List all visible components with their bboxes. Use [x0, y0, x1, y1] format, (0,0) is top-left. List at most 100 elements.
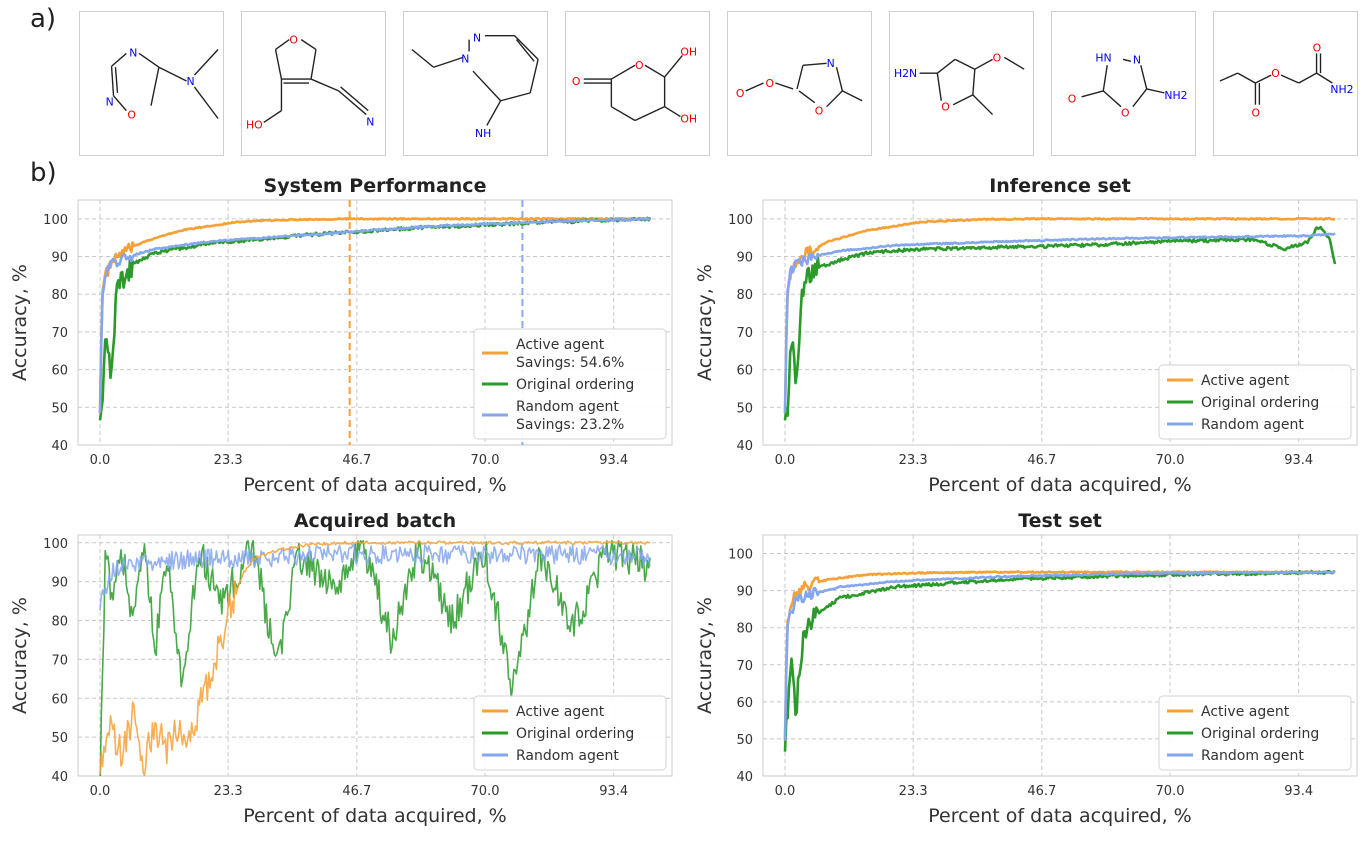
test-set-legend: [1158, 695, 1352, 771]
molecule-8-atom-4: NH2: [1330, 83, 1353, 96]
chart-test-set: 40 50 60 70 80 90 100 0.0 23.3 46.7 70.0 93.4 Test s…: [685, 500, 1370, 844]
system-performance-ytick-label: 60: [51, 364, 68, 379]
acquired-batch-legend-label: Active agent: [516, 704, 605, 720]
acquired-batch-legend-label: Random agent: [516, 748, 619, 764]
system-performance-title: System Performance: [264, 175, 487, 197]
molecule-4-atom-2: O: [572, 75, 581, 88]
chart-acquired-batch: 40 50 60 70 80 90 100 0.0 23.3 46.7 70.0 93.4 Acquir…: [0, 500, 685, 844]
molecule-1-atom-4: N: [187, 75, 195, 88]
molecule-8-atom-2: O: [1271, 67, 1280, 80]
system-performance-xtick-label: 23.3: [214, 453, 243, 468]
test-set-title: Test set: [1018, 510, 1102, 532]
molecule-7-atom-3: O: [1121, 107, 1130, 120]
inference-set-ytick-label: 90: [736, 251, 753, 266]
test-set-legend-label: Random agent: [1201, 748, 1304, 764]
panel-label-b: b): [30, 158, 57, 188]
inference-set-ytick-label: 100: [728, 213, 753, 228]
inference-set-legend: [1158, 364, 1352, 440]
inference-set-ytick-label: 40: [736, 439, 753, 454]
acquired-batch-ytick-label: 90: [51, 576, 68, 591]
inference-set-legend-label: Random agent: [1201, 417, 1304, 433]
test-set-ytick-label: 60: [736, 696, 753, 711]
inference-set-xtick-label: 70.0: [1156, 453, 1185, 468]
inference-set-legend-label: Active agent: [1201, 373, 1290, 389]
acquired-batch-series-original-ordering: [99, 540, 651, 776]
molecule-8: O O O NH2: [1213, 11, 1358, 156]
system-performance-legend-label: Original ordering: [516, 377, 634, 393]
inference-set-series-active-agent: [783, 216, 1336, 413]
acquired-batch-series-random-agent: [99, 544, 651, 611]
system-performance-legend-savings: Savings: 23.2%: [516, 417, 624, 433]
molecule-3-atom-2: N: [473, 32, 481, 45]
test-set-xtick-label: 70.0: [1156, 784, 1185, 799]
molecule-4-atom-4: OH: [680, 112, 697, 125]
test-set-ytick-label: 70: [736, 659, 753, 674]
test-set-legend-label: Original ordering: [1201, 726, 1319, 742]
molecule-6-atom-1: H2N: [894, 67, 917, 80]
system-performance-ytick-label: 40: [51, 439, 68, 454]
molecule-7-atom-5: NH2: [1164, 89, 1187, 102]
acquired-batch-series-active-agent: [99, 540, 651, 776]
molecule-8-atom-3: O: [1313, 41, 1322, 54]
molecule-4-atom-1: O: [635, 59, 644, 72]
molecule-5-atom-2: O: [765, 77, 774, 90]
test-set-xtick-label: 93.4: [1284, 784, 1313, 799]
system-performance-xtick-label: 0.0: [90, 453, 111, 468]
test-set-xtick-label: 23.3: [899, 784, 928, 799]
acquired-batch-ytick-label: 100: [43, 537, 68, 552]
test-set-series-group: [783, 569, 1336, 752]
test-set-xlabel: Percent of data acquired, %: [928, 805, 1191, 827]
inference-set-title: Inference set: [989, 175, 1131, 197]
inference-set-xtick-label: 46.7: [1027, 453, 1056, 468]
molecule-1-atom-1: N: [129, 46, 137, 59]
test-set-ytick-label: 40: [736, 770, 753, 785]
molecule-3: N N NH: [403, 11, 548, 156]
acquired-batch-ytick-label: 80: [51, 615, 68, 630]
test-set-ytick-label: 90: [736, 585, 753, 600]
molecule-6-atom-2: O: [941, 101, 950, 114]
system-performance-ytick-label: 50: [51, 401, 68, 416]
molecule-3-atom-3: NH: [475, 127, 491, 140]
test-set-xtick-label: 0.0: [775, 784, 796, 799]
molecule-7-atom-4: O: [1068, 93, 1077, 106]
system-performance-ytick-label: 70: [51, 326, 68, 341]
test-set-legend-label: Active agent: [1201, 704, 1290, 720]
molecule-2-atom-3: N: [366, 115, 374, 128]
molecule-3-atom-1: N: [461, 52, 469, 65]
molecule-5-atom-3: N: [827, 57, 835, 70]
molecule-7-atom-1: HN: [1095, 51, 1111, 64]
system-performance-xtick-label: 46.7: [342, 453, 371, 468]
acquired-batch-ylabel: Accuracy, %: [9, 597, 31, 714]
molecule-1-atom-3: O: [127, 109, 136, 122]
acquired-batch-title: Acquired batch: [294, 510, 456, 532]
inference-set-xtick-label: 23.3: [899, 453, 928, 468]
acquired-batch-legend: [473, 695, 667, 771]
test-set-ytick-label: 80: [736, 622, 753, 637]
molecule-5-atom-1: O: [736, 87, 745, 100]
inference-set-series-group: [783, 216, 1337, 421]
inference-set-xtick-label: 0.0: [775, 453, 796, 468]
inference-set-ytick-label: 80: [736, 288, 753, 303]
acquired-batch-ytick-label: 50: [51, 731, 68, 746]
acquired-batch-xtick-label: 46.7: [342, 784, 371, 799]
acquired-batch-series-group: [99, 540, 651, 776]
test-set-series-random-agent: [783, 570, 1336, 741]
inference-set-xtick-label: 93.4: [1284, 453, 1313, 468]
inference-set-ytick-label: 60: [736, 364, 753, 379]
system-performance-legend-savings: Savings: 54.6%: [516, 355, 624, 371]
inference-set-ytick-label: 50: [736, 401, 753, 416]
panel-label-a: a): [30, 4, 57, 34]
system-performance-ytick-label: 90: [51, 251, 68, 266]
acquired-batch-ytick-label: 70: [51, 653, 68, 668]
system-performance-ytick-label: 80: [51, 288, 68, 303]
chart-inference-set: 40 50 60 70 80 90 100 0.0 23.3 46.7 70.0 93.4 Infere…: [685, 165, 1370, 509]
molecule-2-atom-1: O: [289, 34, 298, 47]
chart-system-performance-svg: 40 50 60 70 80 90 100 0.0 23.3 46.7 70.0 93.4 System…: [9, 175, 673, 496]
chart-inference-set-svg: 40 50 60 70 80 90 100 0.0 23.3 46.7 70.0 93.4 Infere…: [694, 175, 1358, 496]
system-performance-xtick-label: 93.4: [599, 453, 628, 468]
molecule-6-atom-3: O: [993, 51, 1002, 64]
inference-set-xlabel: Percent of data acquired, %: [928, 474, 1191, 496]
molecule-4: O O OH OH: [565, 11, 710, 156]
molecule-2: O HO N: [241, 11, 386, 156]
acquired-batch-xlabel: Percent of data acquired, %: [243, 805, 506, 827]
